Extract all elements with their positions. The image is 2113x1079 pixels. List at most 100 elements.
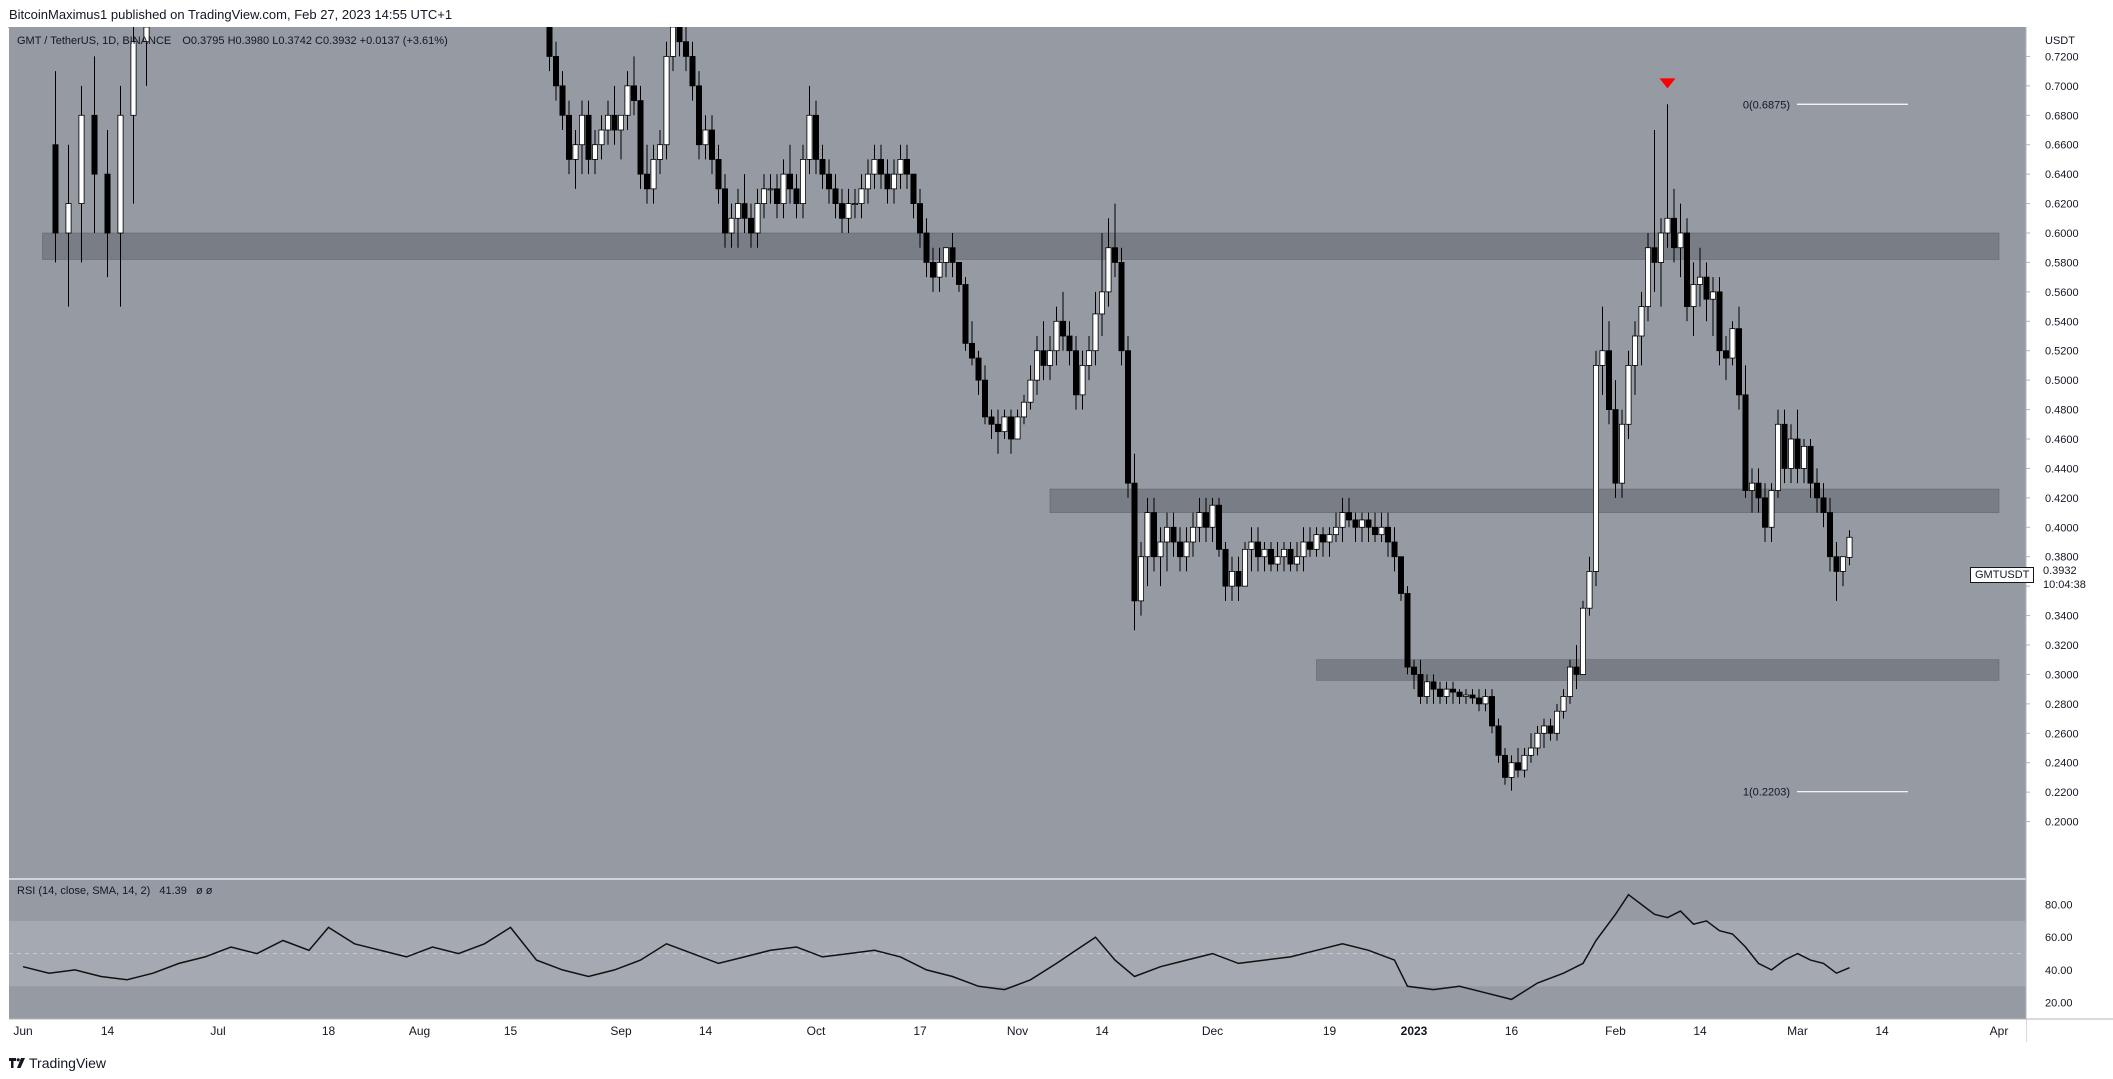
candle-body [1144, 512, 1151, 558]
candle-body [611, 114, 618, 131]
time-tick-label: 16 [1505, 1024, 1519, 1038]
candle-body [1567, 666, 1574, 697]
candle-body [546, 27, 553, 57]
candle-body [1463, 694, 1470, 697]
price-tick-label: 0.5600 [2045, 287, 2079, 299]
candle-body [1495, 725, 1502, 756]
price-chart[interactable]: 0(0.6875) 1(0.2203) 0.7200 0.7000 0.6800 0.6… [0, 27, 2113, 1042]
candle-body [1294, 556, 1301, 565]
price-axis[interactable] [2026, 27, 2113, 1042]
candle-body [1489, 696, 1496, 727]
candle-body [813, 114, 820, 160]
candle-body [1196, 512, 1203, 528]
candle-body [1599, 350, 1606, 366]
candle-body [715, 159, 722, 190]
price-tick-label: 0.3800 [2045, 552, 2079, 564]
candle-body [1658, 232, 1665, 263]
price-tick-label: 0.4200 [2045, 493, 2079, 505]
time-tick-label: 14 [101, 1024, 115, 1038]
candle-body [1469, 694, 1476, 699]
candle-body [1183, 541, 1190, 558]
candle-body [722, 188, 729, 234]
price-axis-ticks: 0.7200 0.7000 0.6800 0.6600 0.6400 0.6200 0.60… [2026, 51, 2079, 829]
candle-body [683, 41, 690, 57]
price-tick-label: 0.4000 [2045, 522, 2079, 534]
candle-body [1131, 482, 1138, 602]
time-tick-label: 14 [699, 1024, 713, 1038]
ohlc-values: O0.3795 H0.3980 L0.3742 C0.3932 +0.0137 … [182, 35, 448, 47]
price-tick-label: 0.3200 [2045, 640, 2079, 652]
time-axis[interactable] [0, 1019, 2026, 1042]
candle-body [819, 159, 826, 175]
candle-body [956, 262, 963, 285]
candle-body [1138, 556, 1145, 602]
candle-body [1222, 548, 1229, 587]
rsi-tick-label: 20.00 [2045, 998, 2073, 1010]
candle-body [735, 203, 742, 219]
candle-body [1398, 556, 1405, 594]
candle-body [754, 203, 761, 234]
chart-background [9, 27, 2026, 1042]
candle-body [1508, 762, 1515, 778]
candle-body [1125, 350, 1132, 484]
rsi-axis-ticks: 80.00 60.00 40.00 20.00 [2045, 900, 2073, 1010]
candle-body [1034, 350, 1041, 381]
price-tick-label: 0.6000 [2045, 228, 2079, 240]
candle-body [650, 159, 657, 190]
candle-body [943, 247, 950, 263]
candle-body [839, 203, 846, 219]
candle-body [1339, 512, 1346, 528]
time-axis-ticks: Jun 14 Jul 18 Aug 15 Sep 14 Oct 17 Nov 14 Dec 19 2023 1… [13, 1024, 2008, 1038]
time-tick-label: 14 [1693, 1024, 1707, 1038]
time-tick-label: Feb [1605, 1024, 1626, 1038]
candle-body [1814, 482, 1821, 499]
time-tick-label: Dec [1202, 1024, 1223, 1038]
candle-body [1157, 541, 1164, 558]
candle-body [1209, 504, 1216, 528]
symbol-legend: GMT / TetherUS, 1D, BINANCE O0.3795 H0.3… [17, 35, 448, 47]
peak-marker-triangle [1659, 78, 1676, 89]
candle-body [1118, 262, 1125, 352]
candle-body [1684, 232, 1691, 307]
footer: TradingView [0, 1042, 2113, 1079]
price-tick-label: 0.5000 [2045, 375, 2079, 387]
candle-body [1014, 416, 1021, 440]
tradingview-logo[interactable]: TradingView [9, 1055, 106, 1071]
candle-body [1404, 593, 1411, 668]
rsi-value: 41.39 [159, 885, 187, 897]
candle-body [793, 188, 800, 204]
candle-body [585, 114, 592, 160]
time-tick-label: Oct [807, 1024, 826, 1038]
candle-body [1242, 548, 1249, 587]
candle-body [1632, 335, 1639, 366]
fib-label: 0(0.6875) [1743, 99, 1790, 111]
tradingview-brand: TradingView [29, 1055, 107, 1071]
candle-body [1229, 571, 1236, 587]
candle-body [637, 100, 644, 175]
candle-body [1430, 681, 1437, 690]
price-tick-label: 0.3400 [2045, 611, 2079, 623]
candle-body [865, 173, 872, 190]
candle-body [761, 188, 768, 204]
candle-body [117, 114, 124, 234]
candle-body [1534, 732, 1541, 749]
candle-body [1307, 541, 1314, 550]
candle-body [1781, 423, 1788, 469]
candle-body [1177, 541, 1184, 558]
time-tick-label: Nov [1007, 1024, 1028, 1038]
candle-body [1190, 526, 1197, 543]
candle-body [1528, 747, 1535, 756]
candle-body [1606, 350, 1613, 410]
candle-body [1619, 423, 1626, 484]
candle-body [1515, 762, 1522, 771]
rsi-label: RSI (14, close, SMA, 14, 2) [17, 885, 151, 897]
candle-body [774, 188, 781, 204]
price-tick-label: 0.2800 [2045, 699, 2079, 711]
candle-body [878, 159, 885, 175]
candle-body [91, 114, 98, 175]
candle-body [618, 114, 625, 131]
candle-body [1580, 607, 1587, 675]
candle-body [1547, 725, 1554, 734]
price-tick-label: 0.5200 [2045, 346, 2079, 358]
candle-body [657, 144, 664, 160]
